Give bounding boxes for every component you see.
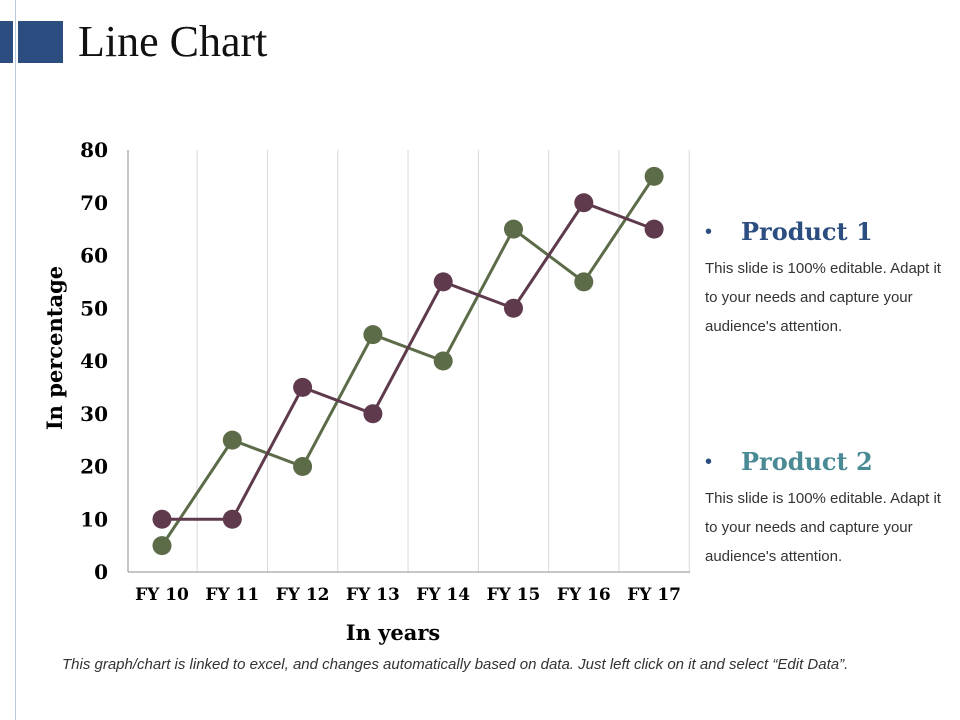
x-tick-label: FY 17: [627, 585, 681, 605]
legend-product-2: • Product 2 This slide is 100% editable.…: [705, 444, 955, 571]
data-point: [574, 193, 594, 213]
x-tick-label: FY 16: [557, 585, 611, 605]
y-tick-label: 10: [80, 507, 108, 531]
y-tick-label: 40: [80, 349, 108, 373]
page-title: Line Chart: [78, 17, 268, 66]
data-point: [433, 272, 453, 292]
data-point: [574, 272, 594, 292]
x-axis-title: In years: [346, 620, 440, 645]
y-tick-label: 20: [80, 455, 108, 479]
data-point: [293, 377, 313, 397]
bullet-icon: •: [705, 451, 713, 473]
data-point: [644, 166, 664, 186]
data-point: [152, 509, 172, 529]
title-accent-bar-right: [18, 21, 63, 63]
data-point: [504, 298, 523, 318]
left-vertical-rule: [15, 0, 16, 720]
footnote: This graph/chart is linked to excel, and…: [62, 656, 849, 673]
x-tick-label: FY 15: [487, 585, 541, 605]
data-point: [363, 404, 383, 424]
y-tick-label: 60: [80, 244, 108, 268]
bullet-icon: •: [705, 221, 713, 243]
x-tick-label: FY 11: [205, 585, 259, 605]
y-tick-label: 70: [80, 191, 108, 215]
data-point: [644, 219, 664, 239]
x-tick-label: FY 13: [346, 585, 400, 605]
title-accent-bar-left: [0, 21, 13, 63]
y-tick-label: 50: [80, 296, 108, 320]
grid-lines: [196, 150, 690, 572]
data-point: [293, 457, 313, 476]
y-axis-title: In percentage: [42, 266, 67, 430]
legend-description-product-1: This slide is 100% editable. Adapt it to…: [705, 260, 941, 335]
data-point: [152, 536, 172, 556]
series-2: [152, 193, 664, 529]
series-1: [152, 166, 664, 556]
data-point: [222, 509, 242, 529]
y-tick-label: 30: [80, 402, 108, 426]
data-series: [152, 166, 664, 556]
series-line: [162, 200, 655, 521]
legend-product-1: • Product 1 This slide is 100% editable.…: [705, 214, 955, 341]
x-tick-label: FY 10: [135, 585, 189, 605]
data-point: [433, 351, 453, 371]
y-tick-label: 0: [94, 560, 108, 584]
axes: [127, 150, 690, 573]
data-point: [222, 430, 242, 450]
legend-title-product-1: Product 1: [741, 217, 873, 246]
legend-title-product-2: Product 2: [741, 447, 873, 476]
data-point: [504, 219, 523, 239]
legend-description-product-2: This slide is 100% editable. Adapt it to…: [705, 490, 941, 565]
tick-labels: 0 10 20 30 40 50 60 70 80 FY 10 FY 11 FY 12 FY 13 FY …: [80, 138, 681, 605]
x-tick-label: FY 14: [416, 585, 470, 605]
x-tick-label: FY 12: [276, 585, 330, 605]
data-point: [363, 325, 383, 345]
y-tick-label: 80: [80, 138, 108, 162]
